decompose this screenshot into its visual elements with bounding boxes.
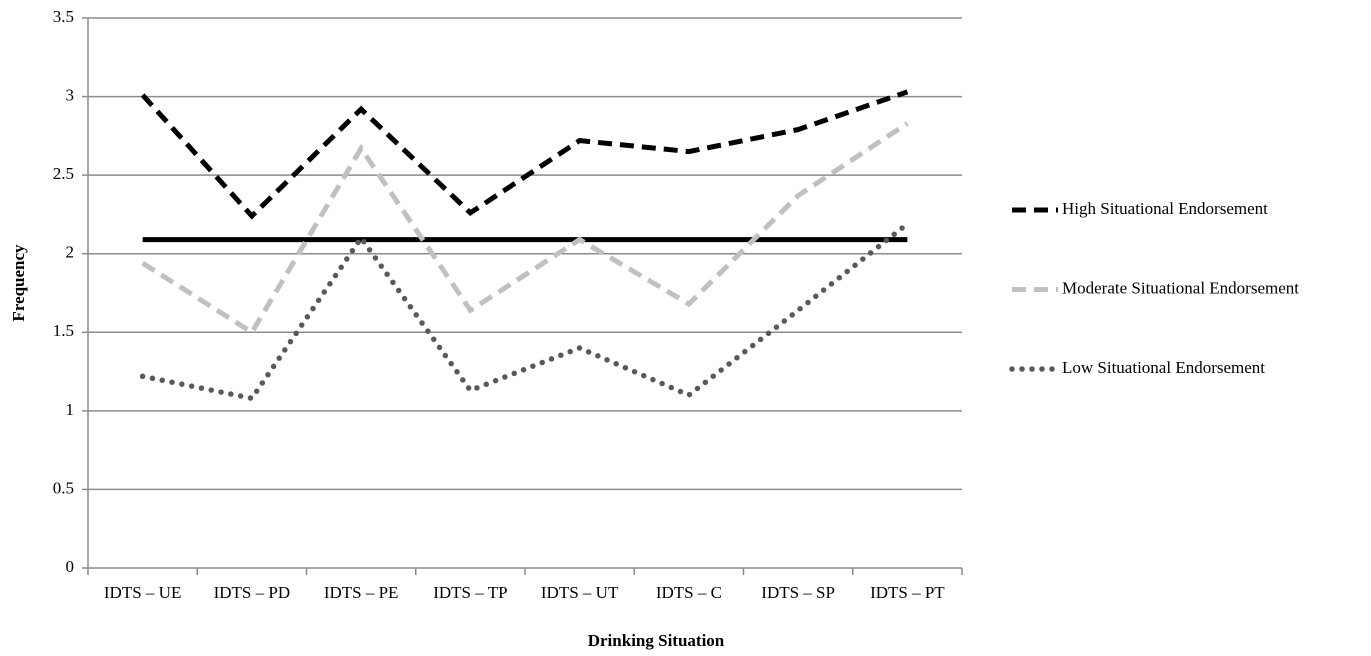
- x-tick-label: IDTS – C: [656, 583, 722, 602]
- series-line: [141, 121, 909, 336]
- y-tick-label: 3: [66, 85, 75, 104]
- legend-label: Low Situational Endorsement: [1062, 358, 1265, 377]
- x-tick-label: IDTS – TP: [433, 583, 507, 602]
- y-tick-label: 3.5: [53, 7, 74, 26]
- y-tick-label: 2.5: [53, 164, 74, 183]
- y-tick-label: 0: [66, 557, 75, 576]
- y-tick-label: 2: [66, 243, 75, 262]
- x-axis-label: Drinking Situation: [588, 631, 725, 650]
- x-tick-label: IDTS – SP: [761, 583, 835, 602]
- x-tick-label: IDTS – UT: [541, 583, 619, 602]
- legend-label: Moderate Situational Endorsement: [1062, 278, 1299, 297]
- x-tick-label: IDTS – UE: [104, 583, 181, 602]
- y-tick-label: 1: [66, 400, 75, 419]
- series-line: [140, 89, 909, 220]
- x-tick-label: IDTS – PT: [870, 583, 945, 602]
- legend-label: High Situational Endorsement: [1062, 199, 1268, 218]
- series-line: [139, 221, 911, 402]
- y-tick-label: 1.5: [53, 321, 74, 340]
- x-tick-label: IDTS – PE: [324, 583, 399, 602]
- y-tick-label: 0.5: [53, 478, 74, 497]
- y-axis-label: Frequency: [9, 244, 28, 322]
- x-tick-label: IDTS – PD: [214, 583, 291, 602]
